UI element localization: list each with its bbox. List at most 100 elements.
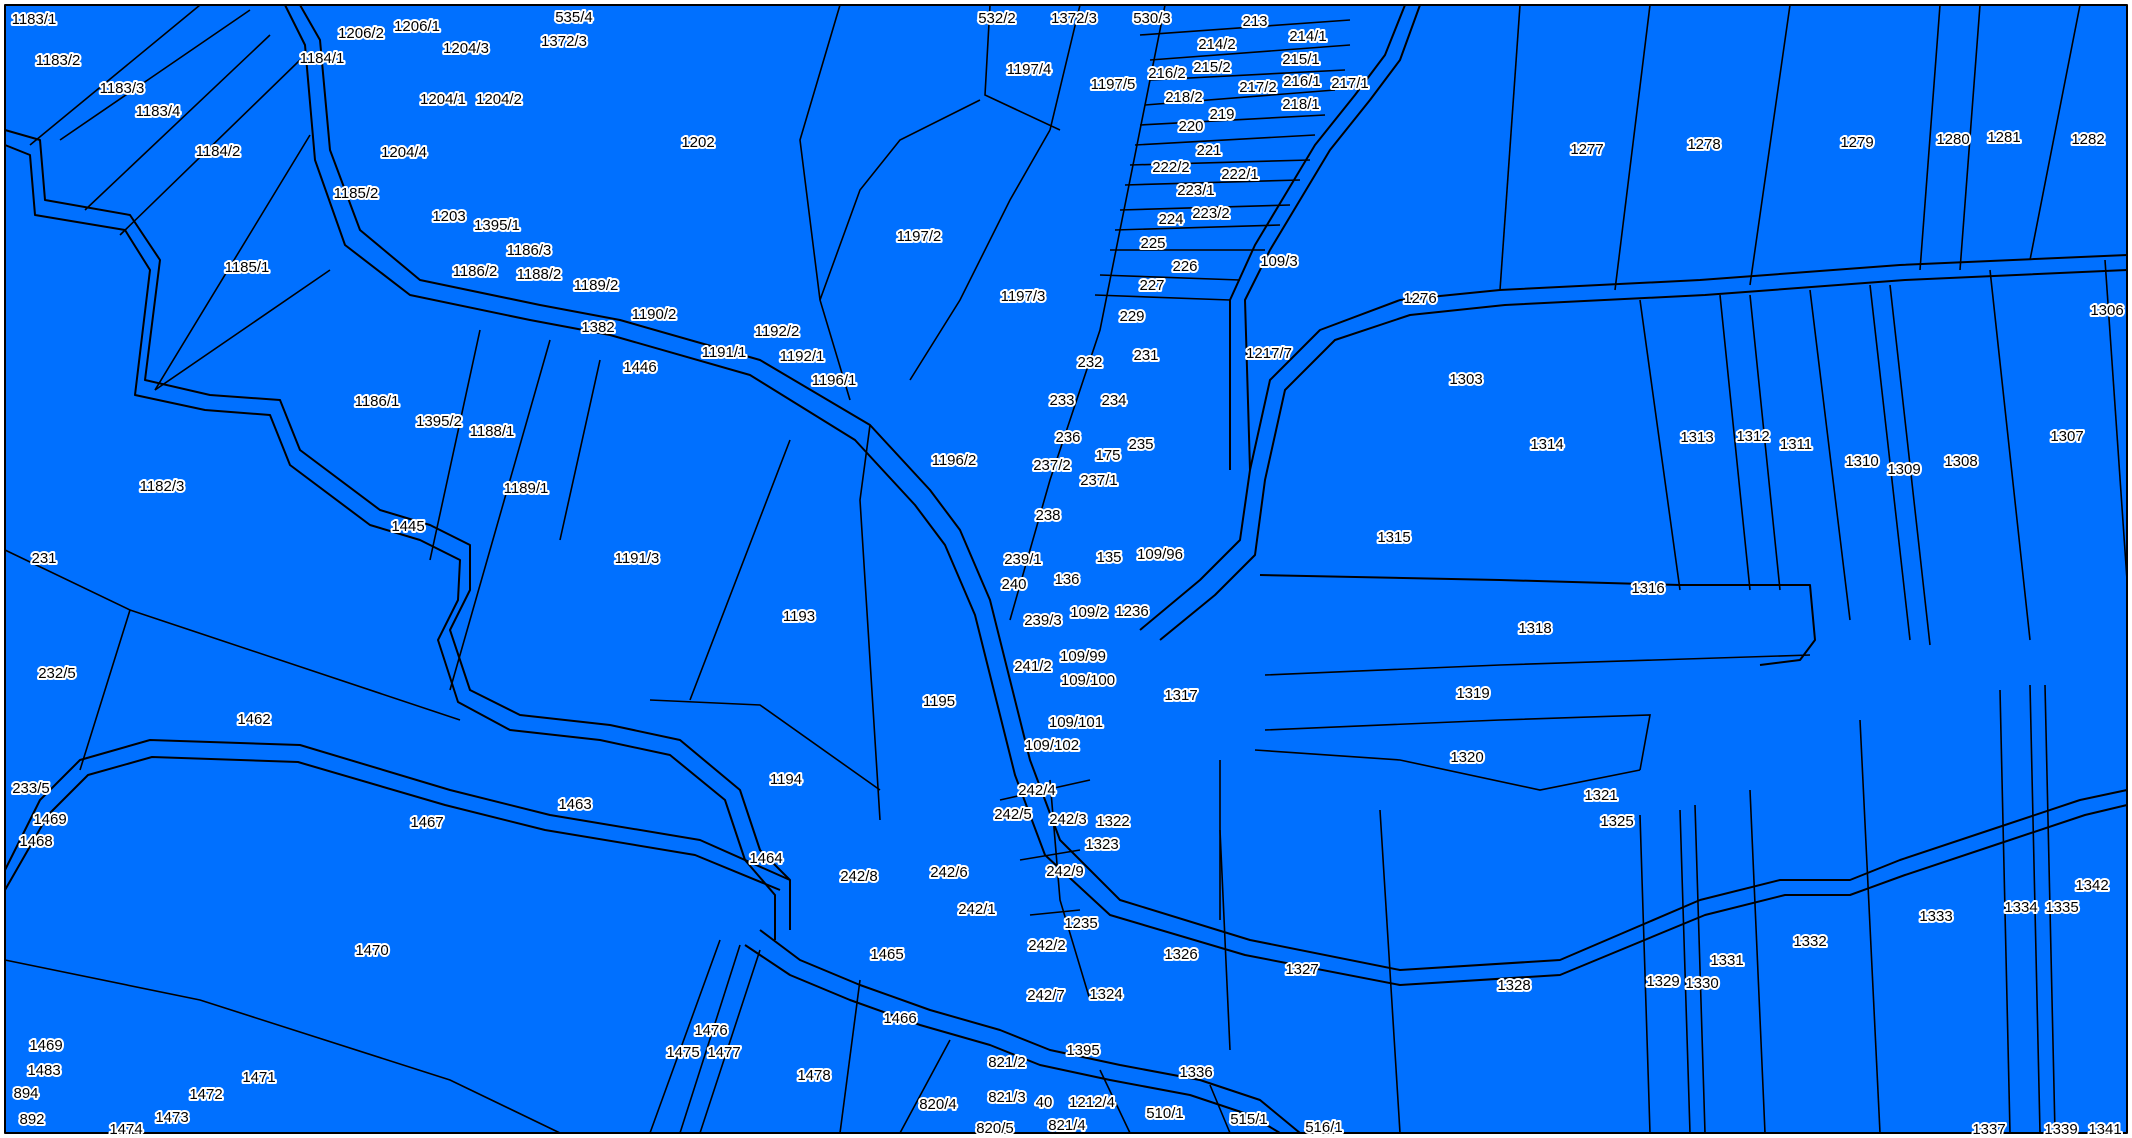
- parcel-label[interactable]: 1321: [1582, 785, 1619, 806]
- parcel-label[interactable]: 1206/2: [336, 23, 386, 44]
- parcel-label[interactable]: 1282: [2069, 129, 2106, 150]
- parcel-label[interactable]: 1475: [664, 1042, 701, 1063]
- parcel-label[interactable]: 109/2: [1068, 602, 1110, 623]
- parcel-label[interactable]: 1477: [705, 1042, 742, 1063]
- parcel-label[interactable]: 1395/1: [472, 215, 522, 236]
- parcel-label[interactable]: 1469: [27, 1035, 64, 1056]
- parcel-label[interactable]: 1325: [1598, 811, 1635, 832]
- parcel-label[interactable]: 1320: [1448, 747, 1485, 768]
- parcel-label[interactable]: 242/5: [992, 804, 1034, 825]
- parcel-label[interactable]: 239/3: [1022, 610, 1064, 631]
- parcel-label[interactable]: 820/4: [917, 1094, 959, 1115]
- parcel-label[interactable]: 1194: [768, 769, 804, 790]
- parcel-label[interactable]: 242/3: [1047, 809, 1089, 830]
- parcel-label[interactable]: 234: [1099, 390, 1128, 411]
- parcel-label[interactable]: 1311: [1778, 434, 1814, 455]
- parcel-label[interactable]: 219: [1207, 104, 1236, 125]
- parcel-label[interactable]: 1196/1: [810, 370, 859, 391]
- parcel-label[interactable]: 1470: [353, 940, 390, 961]
- parcel-label[interactable]: 1472: [187, 1084, 224, 1105]
- parcel-label[interactable]: 1326: [1162, 944, 1199, 965]
- parcel-label[interactable]: 1395/2: [414, 411, 464, 432]
- parcel-label[interactable]: 1188/2: [515, 264, 564, 285]
- parcel-label[interactable]: 1193: [781, 606, 817, 627]
- parcel-label[interactable]: 218/1: [1280, 94, 1322, 115]
- parcel-label[interactable]: 217/2: [1237, 77, 1279, 98]
- parcel-label[interactable]: 821/2: [986, 1052, 1028, 1073]
- parcel-label[interactable]: 1308: [1942, 451, 1979, 472]
- parcel-label[interactable]: 1204/4: [379, 142, 429, 163]
- parcel-label[interactable]: 1328: [1495, 975, 1532, 996]
- parcel-label[interactable]: 1319: [1454, 683, 1491, 704]
- parcel-label[interactable]: 1278: [1685, 134, 1722, 155]
- parcel-label[interactable]: 224: [1156, 209, 1185, 230]
- parcel-label[interactable]: 1192/1: [778, 346, 827, 367]
- parcel-label[interactable]: 213: [1240, 11, 1269, 32]
- parcel-label[interactable]: 1483: [25, 1060, 62, 1081]
- parcel-label[interactable]: 217/1: [1329, 73, 1371, 94]
- parcel-label[interactable]: 1280: [1934, 129, 1971, 150]
- parcel-label[interactable]: 1317: [1162, 685, 1199, 706]
- parcel-label[interactable]: 214/1: [1287, 26, 1329, 47]
- parcel-label[interactable]: 1192/2: [753, 321, 802, 342]
- parcel-label[interactable]: 1318: [1516, 618, 1553, 639]
- parcel-label[interactable]: 175: [1093, 445, 1122, 466]
- parcel-label[interactable]: 109/96: [1135, 544, 1185, 565]
- parcel-label[interactable]: 223/2: [1190, 203, 1232, 224]
- parcel-label[interactable]: 242/7: [1025, 985, 1067, 1006]
- parcel-label[interactable]: 535/4: [553, 7, 595, 28]
- parcel-label[interactable]: 1337: [1970, 1119, 2007, 1138]
- parcel-label[interactable]: 242/6: [928, 862, 970, 883]
- parcel-label[interactable]: 222/1: [1219, 164, 1261, 185]
- parcel-label[interactable]: 1382: [579, 317, 616, 338]
- parcel-label[interactable]: 1471: [240, 1067, 277, 1088]
- parcel-label[interactable]: 1197/4: [1005, 59, 1054, 80]
- parcel-label[interactable]: 1329: [1644, 971, 1681, 992]
- parcel-label[interactable]: 1323: [1083, 834, 1120, 855]
- parcel-label[interactable]: 216/2: [1146, 63, 1188, 84]
- parcel-label[interactable]: 530/3: [1131, 8, 1173, 29]
- parcel-label[interactable]: 1195: [921, 691, 957, 712]
- parcel-label[interactable]: 220: [1176, 116, 1205, 137]
- parcel-label[interactable]: 820/5: [974, 1118, 1016, 1138]
- parcel-label[interactable]: 1197/5: [1089, 74, 1138, 95]
- parcel-label[interactable]: 1186/3: [505, 240, 554, 261]
- parcel-label[interactable]: 1468: [17, 831, 54, 852]
- parcel-label[interactable]: 1197/2: [895, 226, 944, 247]
- parcel-label[interactable]: 109/99: [1058, 646, 1108, 667]
- parcel-label[interactable]: 1204/3: [441, 38, 491, 59]
- parcel-label[interactable]: 1445: [389, 516, 426, 537]
- parcel-label[interactable]: 233/5: [10, 778, 52, 799]
- parcel-label[interactable]: 1315: [1375, 527, 1412, 548]
- parcel-label[interactable]: 242/4: [1016, 780, 1058, 801]
- parcel-label[interactable]: 821/4: [1046, 1115, 1088, 1136]
- parcel-label[interactable]: 1204/1: [418, 89, 468, 110]
- parcel-label[interactable]: 237/2: [1031, 455, 1073, 476]
- parcel-label[interactable]: 1189/2: [572, 275, 621, 296]
- parcel-label[interactable]: 1236: [1113, 601, 1150, 622]
- parcel-label[interactable]: 1314: [1528, 434, 1565, 455]
- parcel-label[interactable]: 238: [1033, 505, 1062, 526]
- parcel-label[interactable]: 109/3: [1258, 251, 1300, 272]
- parcel-label[interactable]: 242/1: [956, 899, 998, 920]
- parcel-label[interactable]: 516/1: [1303, 1117, 1345, 1138]
- parcel-label[interactable]: 1307: [2048, 426, 2085, 447]
- parcel-label[interactable]: 1186/1: [353, 391, 402, 412]
- parcel-label[interactable]: 1478: [795, 1065, 832, 1086]
- parcel-label[interactable]: 1279: [1838, 132, 1875, 153]
- parcel-label[interactable]: 1190/2: [630, 304, 679, 325]
- parcel-label[interactable]: 1202: [679, 132, 716, 153]
- parcel-label[interactable]: 894: [11, 1083, 40, 1104]
- parcel-label[interactable]: 218/2: [1163, 87, 1205, 108]
- parcel-label[interactable]: 1341: [2086, 1119, 2123, 1138]
- parcel-label[interactable]: 214/2: [1196, 34, 1238, 55]
- parcel-label[interactable]: 1332: [1791, 931, 1828, 952]
- parcel-label[interactable]: 1186/2: [451, 261, 500, 282]
- parcel-label[interactable]: 222/2: [1150, 157, 1192, 178]
- parcel-label[interactable]: 1184/2: [194, 141, 243, 162]
- parcel-label[interactable]: 1372/3: [1049, 8, 1099, 29]
- parcel-label[interactable]: 227: [1137, 275, 1166, 296]
- parcel-label[interactable]: 40: [1034, 1092, 1055, 1113]
- parcel-label[interactable]: 510/1: [1144, 1103, 1186, 1124]
